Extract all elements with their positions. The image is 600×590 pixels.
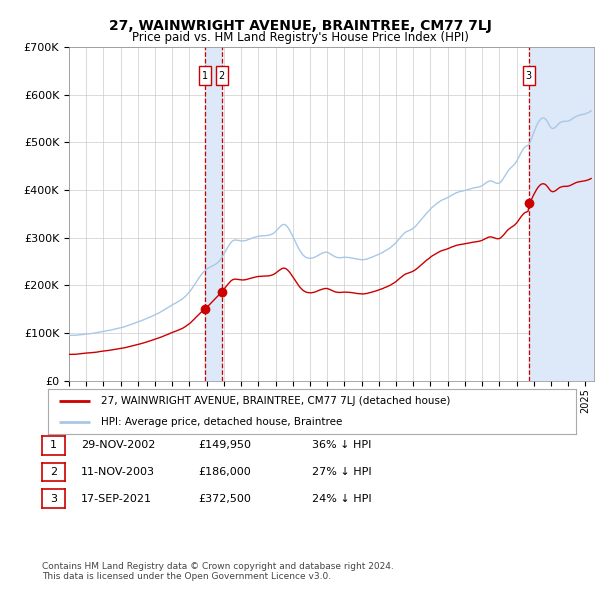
Text: 2: 2 (50, 467, 57, 477)
Text: £372,500: £372,500 (198, 494, 251, 503)
Text: 1: 1 (202, 71, 208, 81)
Text: £186,000: £186,000 (198, 467, 251, 477)
FancyBboxPatch shape (215, 66, 228, 86)
Text: 2: 2 (218, 71, 225, 81)
Text: Price paid vs. HM Land Registry's House Price Index (HPI): Price paid vs. HM Land Registry's House … (131, 31, 469, 44)
Text: 11-NOV-2003: 11-NOV-2003 (81, 467, 155, 477)
Text: 3: 3 (526, 71, 532, 81)
Text: 17-SEP-2021: 17-SEP-2021 (81, 494, 152, 503)
Text: 36% ↓ HPI: 36% ↓ HPI (312, 441, 371, 450)
Bar (529, 47, 594, 381)
FancyBboxPatch shape (199, 66, 211, 86)
Text: 27% ↓ HPI: 27% ↓ HPI (312, 467, 371, 477)
Text: HPI: Average price, detached house, Braintree: HPI: Average price, detached house, Brai… (101, 417, 342, 427)
Bar (205, 47, 221, 381)
Text: £149,950: £149,950 (198, 441, 251, 450)
Text: 1: 1 (50, 441, 57, 450)
Text: 27, WAINWRIGHT AVENUE, BRAINTREE, CM77 7LJ (detached house): 27, WAINWRIGHT AVENUE, BRAINTREE, CM77 7… (101, 396, 450, 407)
FancyBboxPatch shape (523, 66, 535, 86)
Text: 27, WAINWRIGHT AVENUE, BRAINTREE, CM77 7LJ: 27, WAINWRIGHT AVENUE, BRAINTREE, CM77 7… (109, 19, 491, 33)
Text: 24% ↓ HPI: 24% ↓ HPI (312, 494, 371, 503)
Text: Contains HM Land Registry data © Crown copyright and database right 2024.
This d: Contains HM Land Registry data © Crown c… (42, 562, 394, 581)
Text: 29-NOV-2002: 29-NOV-2002 (81, 441, 155, 450)
Text: 3: 3 (50, 494, 57, 503)
